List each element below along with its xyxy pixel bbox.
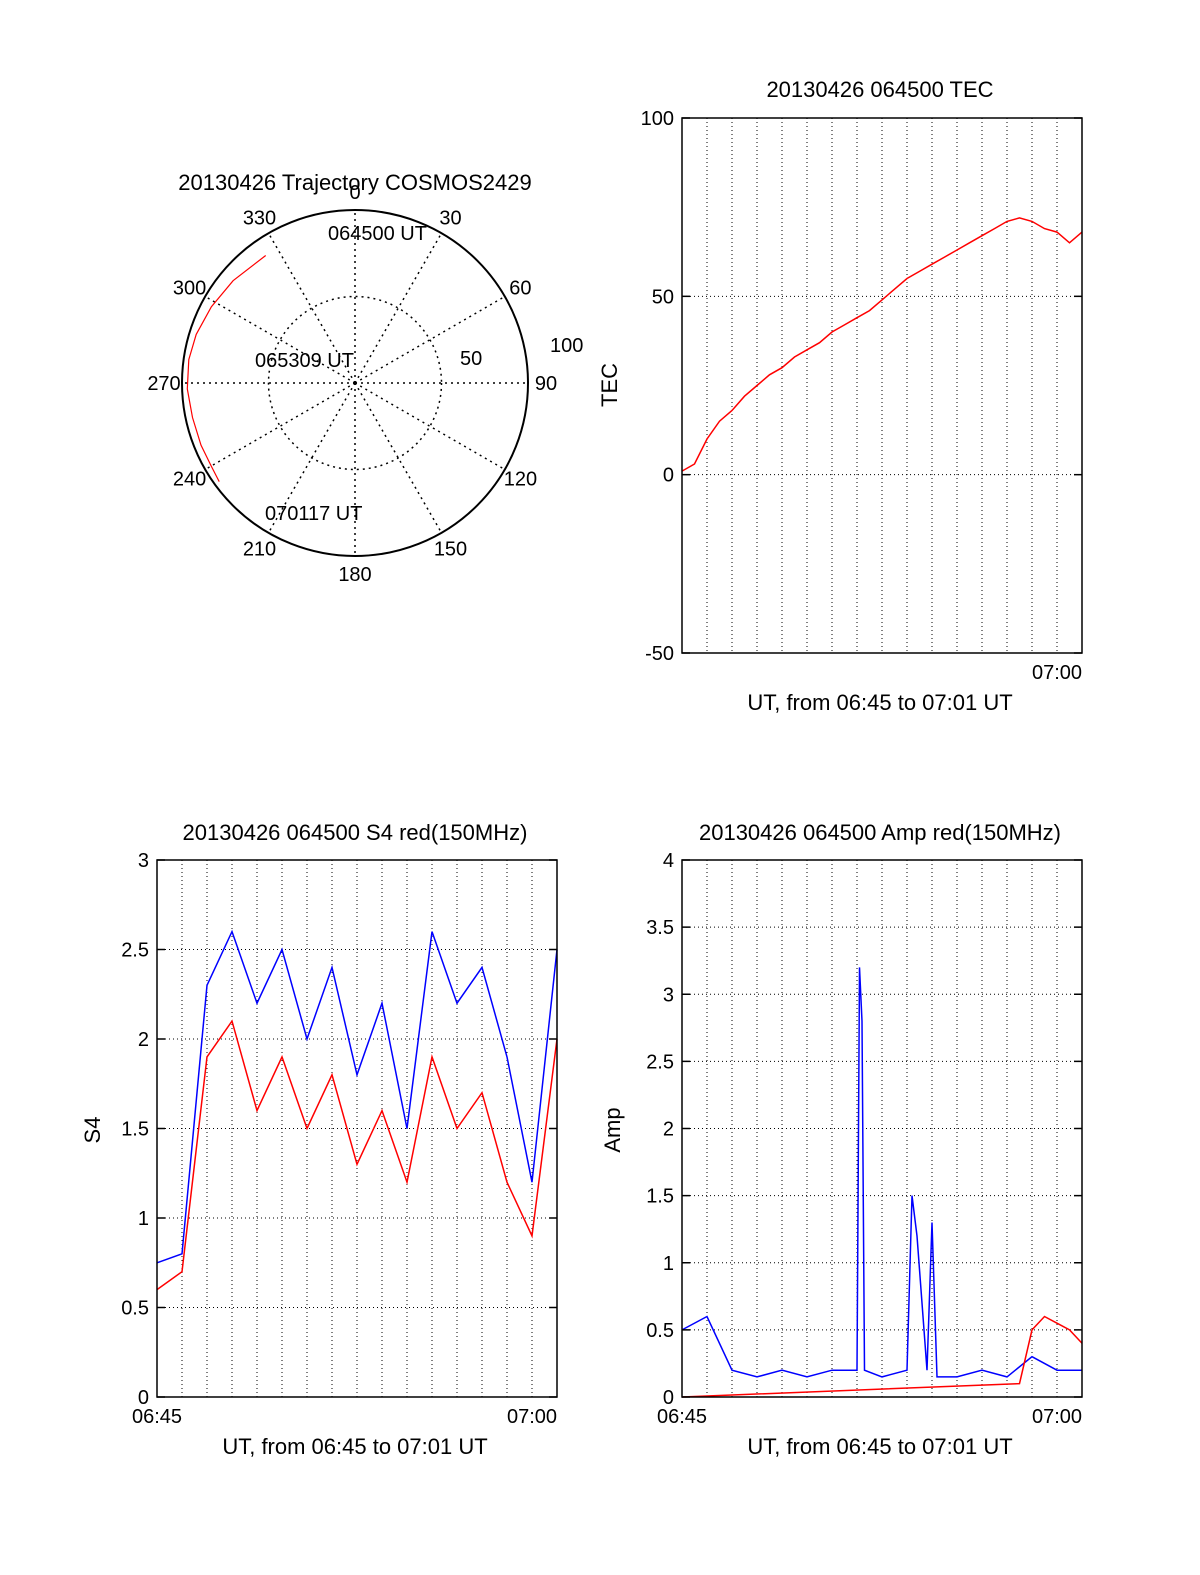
amp-ytick-label: 0	[663, 1387, 674, 1409]
polar-angle-labels: 0 30 60 90 120 150 180 210 240 270 300 330	[147, 182, 557, 586]
tec-ylabel: TEC	[597, 363, 622, 407]
amp-series-line-0	[681, 967, 1082, 1378]
tec-ytick-label: 50	[652, 286, 674, 308]
s4-ytick-label: 3	[138, 850, 149, 872]
amp-xtick-label: 07:00	[1032, 1406, 1082, 1428]
polar-angle-label: 180	[338, 564, 371, 586]
amp-grid	[682, 859, 1082, 1398]
polar-ring-50	[267, 295, 443, 471]
polar-angle-label: 120	[504, 469, 537, 491]
amp-series	[681, 967, 1083, 1398]
trajectory-panel: 20130426 Trajectory COSMOS2429 0 30 60 90 12…	[147, 170, 583, 586]
s4-ytick-label: 2	[138, 1029, 149, 1051]
amp-ytick-label: 2	[663, 1119, 674, 1141]
amp-panel: 20130426 064500 Amp red(150MHz) UT, from…	[600, 820, 1083, 1459]
tec-frame	[681, 117, 1083, 654]
trajectory-track	[186, 255, 267, 482]
amp-ytick-label: 1.5	[646, 1186, 674, 1208]
tec-ytick-label: 100	[641, 108, 674, 130]
tec-title: 20130426 064500 TEC	[766, 77, 993, 102]
polar-spoke	[267, 232, 356, 384]
tec-ytick-label: -50	[645, 643, 674, 665]
s4-ytick-label: 1.5	[121, 1119, 149, 1141]
s4-title: 20130426 064500 S4 red(150MHz)	[183, 820, 528, 845]
polar-outer-circle	[181, 209, 529, 557]
s4-ylabel: S4	[80, 1117, 105, 1144]
tec-series	[681, 217, 1083, 472]
s4-grid	[157, 859, 557, 1398]
annotation-mid: 065309 UT	[255, 350, 354, 372]
polar-spoke	[354, 295, 506, 384]
tec-grid	[682, 117, 1082, 654]
tec-ticks: -50 0 50 100 07:00	[641, 108, 1082, 684]
annotation-end: 070117 UT	[265, 503, 362, 525]
polar-angle-label: 330	[243, 208, 276, 230]
radial-label-100: 100	[550, 335, 583, 357]
s4-ytick-label: 1	[138, 1208, 149, 1230]
amp-xtick-label: 06:45	[657, 1406, 707, 1428]
s4-panel: 20130426 064500 S4 red(150MHz) UT, from …	[80, 820, 558, 1459]
trajectory-title: 20130426 Trajectory COSMOS2429	[178, 170, 531, 195]
polar-angle-label: 270	[147, 373, 180, 395]
amp-ticks: 0 0.5 1 1.5 2 2.5 3 3.5 4 06:45 07:00	[646, 850, 1082, 1428]
polar-spoke	[204, 382, 356, 471]
amp-ytick-label: 4	[663, 850, 674, 872]
tec-xlabel: UT, from 06:45 to 07:01 UT	[747, 690, 1012, 715]
radial-label-50: 50	[460, 348, 482, 370]
s4-ytick-label: 0.5	[121, 1298, 149, 1320]
s4-series	[156, 929, 558, 1291]
tec-series-line-0	[681, 217, 1083, 472]
polar-spoke	[354, 232, 443, 384]
tec-xtick-label: 07:00	[1032, 662, 1082, 684]
polar-angle-label: 30	[439, 208, 461, 230]
polar-angle-label: 60	[509, 278, 531, 300]
polar-angle-label: 90	[535, 373, 557, 395]
polar-angle-label: 300	[173, 278, 206, 300]
amp-ytick-label: 2.5	[646, 1051, 674, 1073]
amp-xlabel: UT, from 06:45 to 07:01 UT	[747, 1434, 1012, 1459]
s4-series-line-0	[156, 929, 558, 1264]
s4-series-line-1	[156, 1019, 558, 1291]
polar-spoke	[267, 382, 356, 534]
s4-xtick-label: 07:00	[507, 1406, 557, 1428]
polar-spoke	[354, 382, 506, 471]
polar-angle-label: 240	[173, 469, 206, 491]
polar-spoke	[354, 382, 443, 534]
polar-angle-label: 0	[349, 182, 360, 204]
amp-series-line-1	[681, 1315, 1083, 1398]
s4-ytick-label: 0	[138, 1387, 149, 1409]
tec-ytick-label: 0	[663, 465, 674, 487]
amp-ylabel: Amp	[600, 1107, 625, 1152]
s4-ytick-label: 2.5	[121, 940, 149, 962]
polar-grid	[181, 209, 529, 557]
polar-spoke	[204, 295, 356, 384]
s4-ticks: 0 0.5 1 1.5 2 2.5 3 06:45 07:00	[121, 850, 557, 1428]
amp-ytick-label: 3.5	[646, 917, 674, 939]
amp-title: 20130426 064500 Amp red(150MHz)	[699, 820, 1061, 845]
s4-xtick-label: 06:45	[132, 1406, 182, 1428]
tec-panel: 20130426 064500 TEC UT, from 06:45 to 07…	[597, 77, 1083, 715]
amp-ytick-label: 1	[663, 1253, 674, 1275]
polar-angle-label: 210	[243, 538, 276, 560]
polar-angle-label: 150	[434, 538, 467, 560]
amp-ytick-label: 3	[663, 984, 674, 1006]
amp-ytick-label: 0.5	[646, 1320, 674, 1342]
annotation-start: 064500 UT	[328, 223, 427, 245]
s4-xlabel: UT, from 06:45 to 07:01 UT	[222, 1434, 487, 1459]
